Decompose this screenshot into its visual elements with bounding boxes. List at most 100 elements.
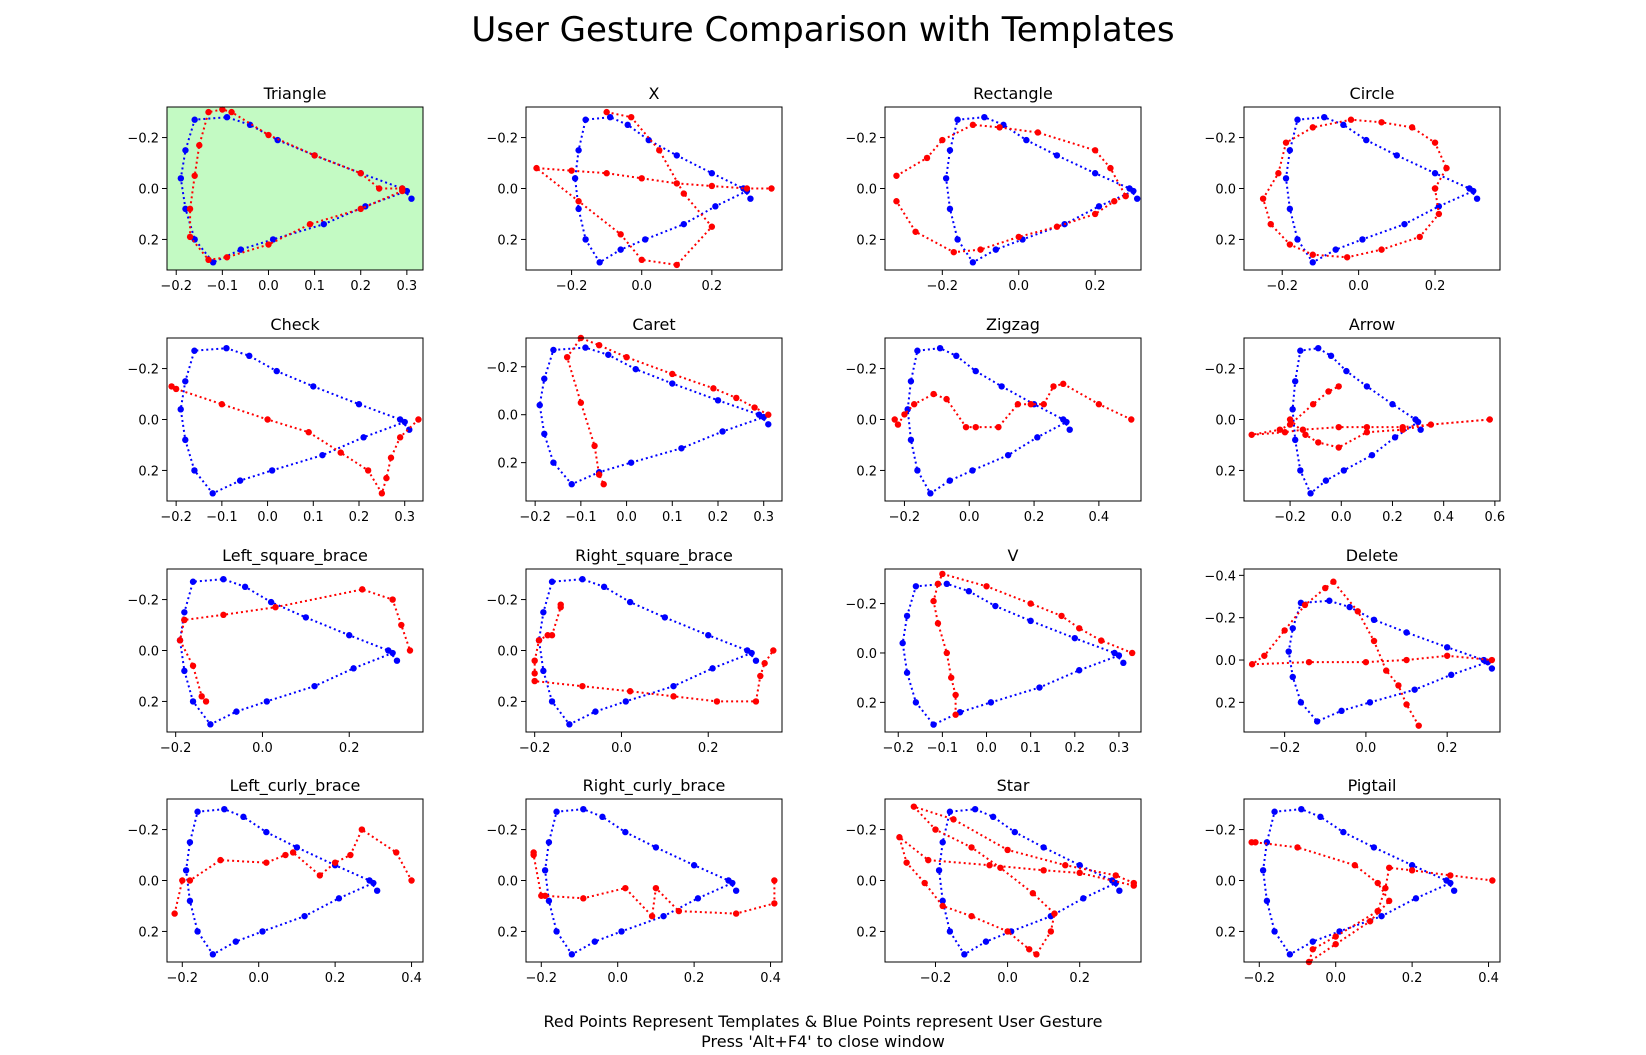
user-gesture-point	[903, 612, 911, 620]
user-gesture-point	[1332, 246, 1339, 253]
template-point	[1128, 649, 1136, 657]
template-point	[1416, 233, 1423, 241]
template-point	[623, 353, 630, 361]
user-gesture-point	[765, 421, 772, 428]
y-tick-label: −0.2	[127, 594, 159, 609]
template-point	[1060, 380, 1067, 388]
template-point	[962, 423, 970, 431]
template-point	[595, 471, 603, 478]
template-point	[389, 596, 396, 603]
user-gesture-point	[732, 887, 740, 894]
template-point	[1040, 401, 1047, 408]
user-gesture-point	[1292, 378, 1299, 385]
template-point	[219, 106, 226, 113]
template-point	[894, 421, 902, 428]
subplot-right-curly-brace: −0.2 0.0 0.2 0.4 −0.2 0.0 0.2 Right_curly_brace	[486, 776, 783, 986]
template-point	[1014, 401, 1022, 408]
subplot-title: Right_square_brace	[575, 546, 733, 566]
user-gesture-point	[673, 152, 680, 159]
user-gesture-point	[1414, 418, 1422, 426]
template-line	[171, 385, 420, 496]
template-point	[415, 416, 422, 423]
user-gesture-point	[408, 195, 415, 202]
user-gesture-point	[541, 430, 548, 438]
subplot-title: Circle	[1350, 84, 1395, 103]
user-gesture-point	[582, 236, 589, 243]
template-point	[191, 172, 198, 179]
user-gesture-point	[220, 575, 227, 583]
x-tick-label: −0.2	[160, 510, 192, 525]
template-point	[531, 670, 538, 677]
template-point	[943, 395, 950, 403]
template-point	[1107, 164, 1114, 172]
user-gesture-point	[969, 467, 976, 474]
subplot-title: Zigzag	[986, 315, 1040, 334]
user-gesture-point	[191, 116, 198, 123]
template-point	[901, 411, 908, 418]
template-point	[531, 657, 538, 664]
template-point	[176, 637, 184, 644]
subplot-triangle: −0.2 −0.1 0.0 0.1 0.2 0.3 −0.2 0.0 0.2 Triangle	[127, 84, 424, 294]
x-tick-label: −0.2	[1269, 741, 1301, 756]
template-point	[952, 711, 959, 718]
y-tick-label: −0.2	[486, 361, 518, 376]
subplot-left-square-brace: −0.2 0.0 0.2 −0.2 0.0 0.2 Left_square_brace	[127, 546, 424, 756]
template-point	[1294, 844, 1301, 851]
user-gesture-point	[907, 436, 915, 444]
user-gesture-point	[714, 397, 722, 404]
user-gesture-point	[1309, 259, 1316, 266]
user-gesture-point	[1282, 175, 1290, 182]
template-point	[1051, 910, 1058, 917]
template-point	[1040, 867, 1047, 874]
template-point	[1281, 627, 1288, 634]
user-gesture-point	[370, 879, 377, 887]
template-point	[1435, 210, 1443, 218]
template-point	[1309, 124, 1316, 131]
user-gesture-point	[972, 367, 979, 375]
template-point	[1111, 198, 1118, 205]
template-point	[305, 429, 312, 436]
template-point	[968, 912, 975, 920]
template-point	[939, 136, 946, 144]
template-point	[580, 895, 587, 902]
template-point	[1335, 423, 1342, 431]
user-gesture-point	[1309, 938, 1316, 945]
template-point	[1091, 210, 1099, 218]
user-gesture-point	[694, 895, 702, 902]
template-point	[943, 649, 950, 657]
template-point	[732, 910, 740, 917]
y-tick-label: −0.2	[486, 594, 518, 609]
user-gesture-line	[544, 808, 737, 956]
user-gesture-point	[182, 205, 189, 213]
x-tick-label: −0.1	[206, 510, 238, 525]
x-tick-label: 0.1	[304, 279, 325, 294]
template-point	[1027, 401, 1035, 408]
user-gesture-point	[1130, 187, 1137, 195]
user-gesture-point	[553, 808, 560, 815]
template-point	[1408, 867, 1416, 874]
user-gesture-point	[350, 665, 357, 672]
user-gesture-point	[939, 897, 946, 905]
user-gesture-point	[935, 867, 943, 874]
template-point	[172, 385, 180, 393]
template-point	[544, 632, 551, 639]
axes-frame	[1243, 568, 1501, 733]
subplot-title: Star	[997, 776, 1030, 795]
user-gesture-point	[1116, 887, 1123, 894]
user-gesture-point	[1326, 597, 1333, 604]
plot-area	[526, 569, 782, 732]
user-gesture-point	[545, 839, 553, 846]
user-gesture-point	[246, 352, 253, 360]
user-gesture-point	[186, 839, 194, 846]
template-line	[533, 604, 775, 703]
template-point	[1248, 431, 1255, 438]
y-tick-label: −0.2	[127, 363, 159, 378]
template-point	[1366, 918, 1374, 925]
y-tick-label: 0.0	[497, 409, 518, 424]
template-point	[264, 416, 271, 423]
template-point	[977, 246, 984, 253]
user-gesture-point	[223, 344, 230, 352]
subplot-star: −0.2 0.0 0.2 −0.2 0.0 0.2 Star	[845, 776, 1142, 986]
plot-area	[167, 569, 423, 732]
chart-title: User Gesture Comparison with Templates	[471, 10, 1175, 50]
